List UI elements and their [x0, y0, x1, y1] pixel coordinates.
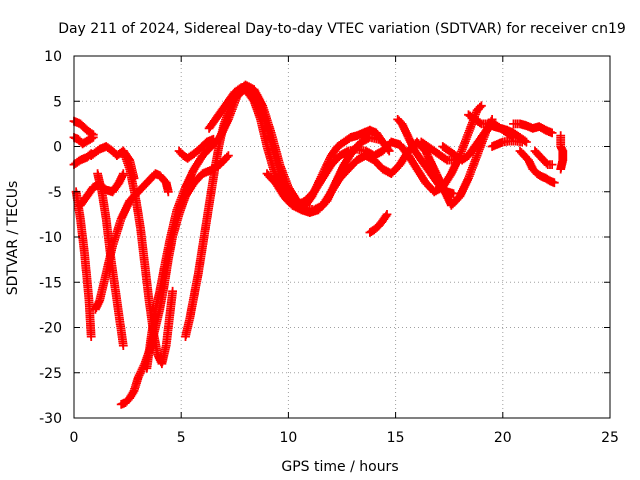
- data-point-markers: [530, 146, 557, 169]
- data-point-markers: [174, 134, 218, 163]
- data-point-markers: [365, 210, 392, 237]
- y-tick-label: -20: [39, 321, 62, 337]
- series-arc-10: [118, 146, 177, 369]
- data-point-markers: [556, 131, 568, 174]
- data-point-markers: [487, 136, 527, 151]
- series-arc-15: [262, 133, 383, 217]
- y-tick-label: -5: [48, 185, 62, 201]
- y-tick-label: -25: [39, 366, 62, 382]
- y-tick-label: -15: [39, 275, 62, 291]
- data-point-markers: [118, 146, 177, 369]
- data-point-markers: [509, 119, 557, 138]
- series-arc-22: [509, 119, 557, 138]
- series-arc-16: [365, 210, 392, 237]
- data-point-markers: [515, 146, 559, 188]
- y-tick-label: 5: [53, 94, 62, 110]
- y-tick-label: 0: [53, 140, 62, 156]
- data-points: [69, 80, 568, 409]
- x-tick-label: 10: [279, 430, 297, 446]
- data-point-markers: [393, 115, 458, 198]
- x-tick-label: 25: [601, 430, 619, 446]
- series-arc-23: [515, 146, 559, 188]
- y-tick-label: -30: [39, 411, 62, 427]
- series-arc-12: [174, 134, 218, 163]
- series-arc-24: [530, 146, 557, 169]
- series-arc-21: [487, 136, 527, 151]
- x-tick-label: 5: [177, 430, 186, 446]
- series-arc-25: [556, 131, 568, 174]
- x-tick-label: 0: [70, 430, 79, 446]
- data-point-markers: [262, 133, 383, 217]
- x-axis-label: GPS time / hours: [281, 459, 398, 475]
- series-arc-17: [393, 115, 458, 198]
- x-tick-label: 20: [494, 430, 512, 446]
- x-tick-label: 15: [387, 430, 405, 446]
- axis-ticks: [73, 55, 611, 419]
- y-tick-label: -10: [39, 230, 62, 246]
- y-tick-labels: -30 -25 -20 -15 -10 -5 0 5 10: [39, 49, 62, 427]
- x-tick-labels: 0 5 10 15 20 25: [70, 430, 619, 446]
- y-axis-label: SDTVAR / TECUs: [5, 181, 21, 296]
- chart-title: Day 211 of 2024, Sidereal Day-to-day VTE…: [58, 21, 626, 37]
- y-tick-label: 10: [44, 49, 62, 65]
